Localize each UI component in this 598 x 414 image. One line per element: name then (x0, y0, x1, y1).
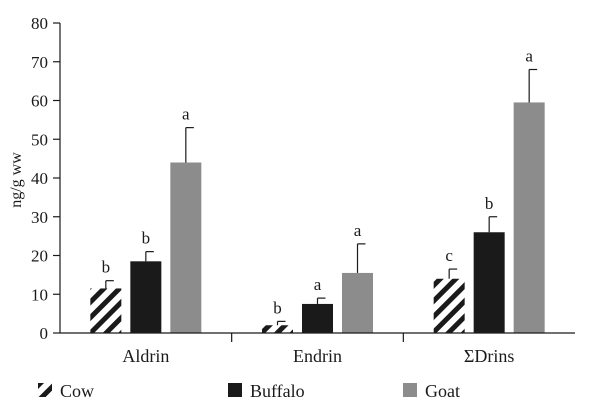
y-tick-label: 10 (31, 285, 48, 304)
legend-swatch-cow (38, 383, 52, 397)
y-tick-label: 30 (31, 208, 48, 227)
legend-swatch-buffalo (228, 383, 242, 397)
significance-letter: c (445, 246, 453, 265)
significance-letter: b (485, 194, 494, 213)
significance-letter: a (182, 105, 190, 124)
bar-goat (342, 272, 373, 333)
legend-label: Goat (425, 381, 460, 401)
x-tick-label: Endrin (293, 346, 342, 366)
significance-letter: a (314, 275, 322, 294)
y-tick-label: 50 (31, 130, 48, 149)
bar-cow (433, 278, 465, 333)
bar-goat (170, 162, 202, 333)
legend: Cow Buffalo Goat (38, 381, 460, 401)
bar-goat (513, 102, 545, 333)
bar-buffalo (130, 261, 162, 333)
legend-label: Buffalo (250, 381, 305, 401)
y-axis-title-group: ng/g ww (8, 152, 25, 208)
x-axis: Aldrin Endrin ΣDrins (60, 332, 575, 366)
y-tick-label: 0 (40, 324, 49, 343)
significance-letter: b (273, 298, 282, 317)
significance-letter: a (354, 221, 362, 240)
y-tick-label: 80 (31, 14, 48, 33)
bar-buffalo (302, 303, 333, 333)
y-axis: 0 10 20 30 40 50 60 70 80 (31, 14, 61, 343)
bar-cow (90, 288, 122, 333)
significance-letter: b (102, 258, 111, 277)
bars-group: b b a b a a c b a (90, 47, 545, 333)
y-tick-label: 60 (31, 92, 48, 111)
y-axis-title: ng/g ww (8, 152, 25, 208)
bar-buffalo (473, 232, 505, 333)
x-tick-label: ΣDrins (464, 346, 514, 366)
significance-letter: a (525, 47, 533, 66)
significance-letter: b (142, 229, 151, 248)
bar-cow (262, 325, 293, 333)
legend-label: Cow (60, 381, 94, 401)
y-tick-label: 40 (31, 169, 48, 188)
x-tick-label: Aldrin (122, 346, 169, 366)
legend-swatch-goat (403, 383, 417, 397)
y-tick-label: 70 (31, 53, 48, 72)
y-tick-label: 20 (31, 247, 48, 266)
